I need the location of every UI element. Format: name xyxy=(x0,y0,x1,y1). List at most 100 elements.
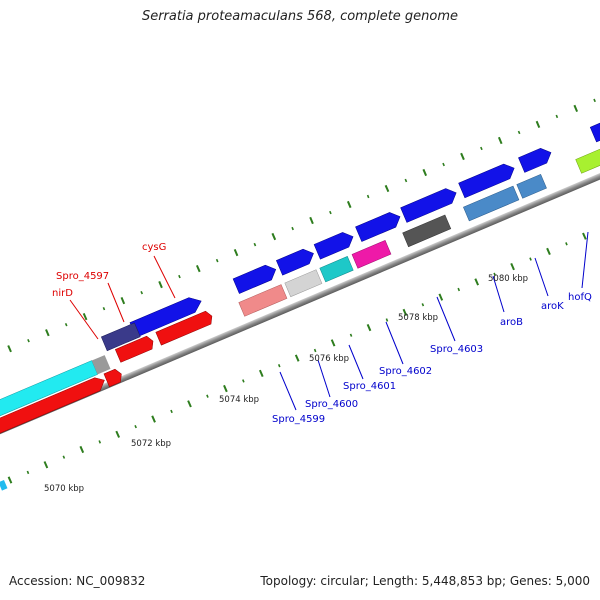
tick-mark xyxy=(582,232,587,240)
tick-mark xyxy=(206,394,209,398)
scale-label-5074: 5074 kbp xyxy=(219,395,259,405)
tick-mark xyxy=(291,226,294,231)
scale-label-5072: 5072 kbp xyxy=(131,439,171,449)
gene-spro4597[interactable] xyxy=(100,322,141,352)
gene-red-cysG[interactable] xyxy=(155,310,215,346)
tick-mark xyxy=(215,258,219,263)
gene-arok[interactable] xyxy=(516,174,547,199)
tick-mark xyxy=(79,445,85,454)
tick-mark xyxy=(151,415,156,423)
label-spro4602: Spro_4602 xyxy=(379,366,432,377)
tick-mark xyxy=(158,281,163,289)
scale-label-5080: 5080 kbp xyxy=(488,274,528,284)
tick-mark xyxy=(7,476,13,484)
tick-mark xyxy=(253,242,257,247)
gene-nirD[interactable] xyxy=(103,368,124,388)
scale-labels: 5070 kbp 5072 kbp 5074 kbp 5076 kbp 5078… xyxy=(44,274,528,494)
tick-mark xyxy=(546,247,551,256)
tick-track-outer xyxy=(7,98,596,353)
tick-mark xyxy=(474,278,480,286)
label-spro4600: Spro_4600 xyxy=(305,399,358,410)
tick-mark xyxy=(26,470,30,475)
tick-mark xyxy=(384,184,390,193)
tick-mark xyxy=(64,322,68,327)
gene-spro4598-right[interactable] xyxy=(313,229,356,260)
gene-grey-small[interactable] xyxy=(91,355,111,375)
gene-spro4601[interactable] xyxy=(319,256,354,283)
accession-text: Accession: NC_009832 xyxy=(9,574,146,588)
tick-mark xyxy=(438,293,444,301)
tick-mark xyxy=(43,461,49,469)
gene-spro4598-mid[interactable] xyxy=(276,246,316,276)
tick-mark xyxy=(329,210,332,215)
gene-labels: cysG Spro_4597 nirD Spro_4599 Spro_4600 … xyxy=(52,242,592,425)
gene-hofq[interactable] xyxy=(575,126,600,174)
tick-mark xyxy=(277,364,281,368)
gene-arob-fwd[interactable] xyxy=(458,161,518,199)
tick-mark xyxy=(460,152,465,161)
tick-mark xyxy=(82,313,88,321)
scale-label-5076: 5076 kbp xyxy=(309,354,349,364)
label-spro4597: Spro_4597 xyxy=(56,271,109,282)
label-spro4599: Spro_4599 xyxy=(272,414,325,425)
tick-mark xyxy=(402,308,408,317)
tick-mark xyxy=(294,354,300,362)
tick-mark xyxy=(422,168,428,177)
gene-arob[interactable] xyxy=(463,185,520,222)
tick-mark xyxy=(120,297,126,305)
tick-mark xyxy=(330,339,336,347)
label-hofQ: hofQ xyxy=(568,292,592,303)
gene-red-mid[interactable] xyxy=(114,335,155,363)
tick-mark xyxy=(187,400,192,408)
tick-mark xyxy=(309,216,314,225)
tick-mark xyxy=(258,369,264,377)
map-title: Serratia proteamaculans 568, complete ge… xyxy=(141,9,459,24)
gene-spro4602[interactable] xyxy=(351,240,392,269)
tick-mark xyxy=(233,249,239,257)
tick-mark xyxy=(442,162,445,167)
tick-mark xyxy=(115,430,121,438)
gene-spro4603[interactable] xyxy=(402,214,452,248)
tick-mark xyxy=(313,348,317,353)
tick-mark xyxy=(242,379,245,383)
scale-label-5078: 5078 kbp xyxy=(398,313,438,323)
label-cysG: cysG xyxy=(142,242,166,253)
tick-mark xyxy=(271,232,277,241)
tick-mark xyxy=(349,333,353,337)
tick-mark xyxy=(45,329,50,337)
tick-track-inner xyxy=(7,232,587,484)
genome-backbone xyxy=(0,154,600,442)
label-aroB: aroB xyxy=(500,317,523,328)
tick-mark xyxy=(7,345,12,353)
label-nirD: nirD xyxy=(52,288,73,299)
tick-mark xyxy=(223,384,228,393)
gene-arok-fwd[interactable] xyxy=(518,145,554,173)
tick-mark xyxy=(134,424,137,429)
gene-red-long[interactable] xyxy=(0,375,108,441)
tick-mark xyxy=(27,338,30,343)
tick-mark xyxy=(529,257,532,261)
tick-mark xyxy=(510,263,515,271)
gene-spro4600[interactable] xyxy=(284,269,323,298)
tick-mark xyxy=(195,264,201,273)
tick-mark xyxy=(517,130,521,135)
tick-mark xyxy=(404,178,408,183)
gene-spro4600-fwd[interactable] xyxy=(355,209,403,242)
tick-mark xyxy=(480,146,483,151)
tick-mark xyxy=(573,104,579,112)
tick-mark xyxy=(366,323,372,332)
gene-hofq-fwd[interactable] xyxy=(589,104,600,143)
gene-spro4598-left[interactable] xyxy=(232,262,279,294)
tick-mark xyxy=(98,440,102,444)
label-spro4601: Spro_4601 xyxy=(343,381,396,392)
gene-spro4599[interactable] xyxy=(238,284,288,317)
tick-mark xyxy=(457,287,461,292)
gene-edge-fragment[interactable] xyxy=(0,479,8,491)
label-spro4603: Spro_4603 xyxy=(430,344,483,355)
tick-mark xyxy=(555,114,559,119)
gene-spro4603-fwd[interactable] xyxy=(400,185,460,223)
leader-lines xyxy=(69,231,589,411)
gene-track xyxy=(0,104,600,441)
tick-mark xyxy=(102,306,106,311)
scale-label-5070: 5070 kbp xyxy=(44,484,84,494)
